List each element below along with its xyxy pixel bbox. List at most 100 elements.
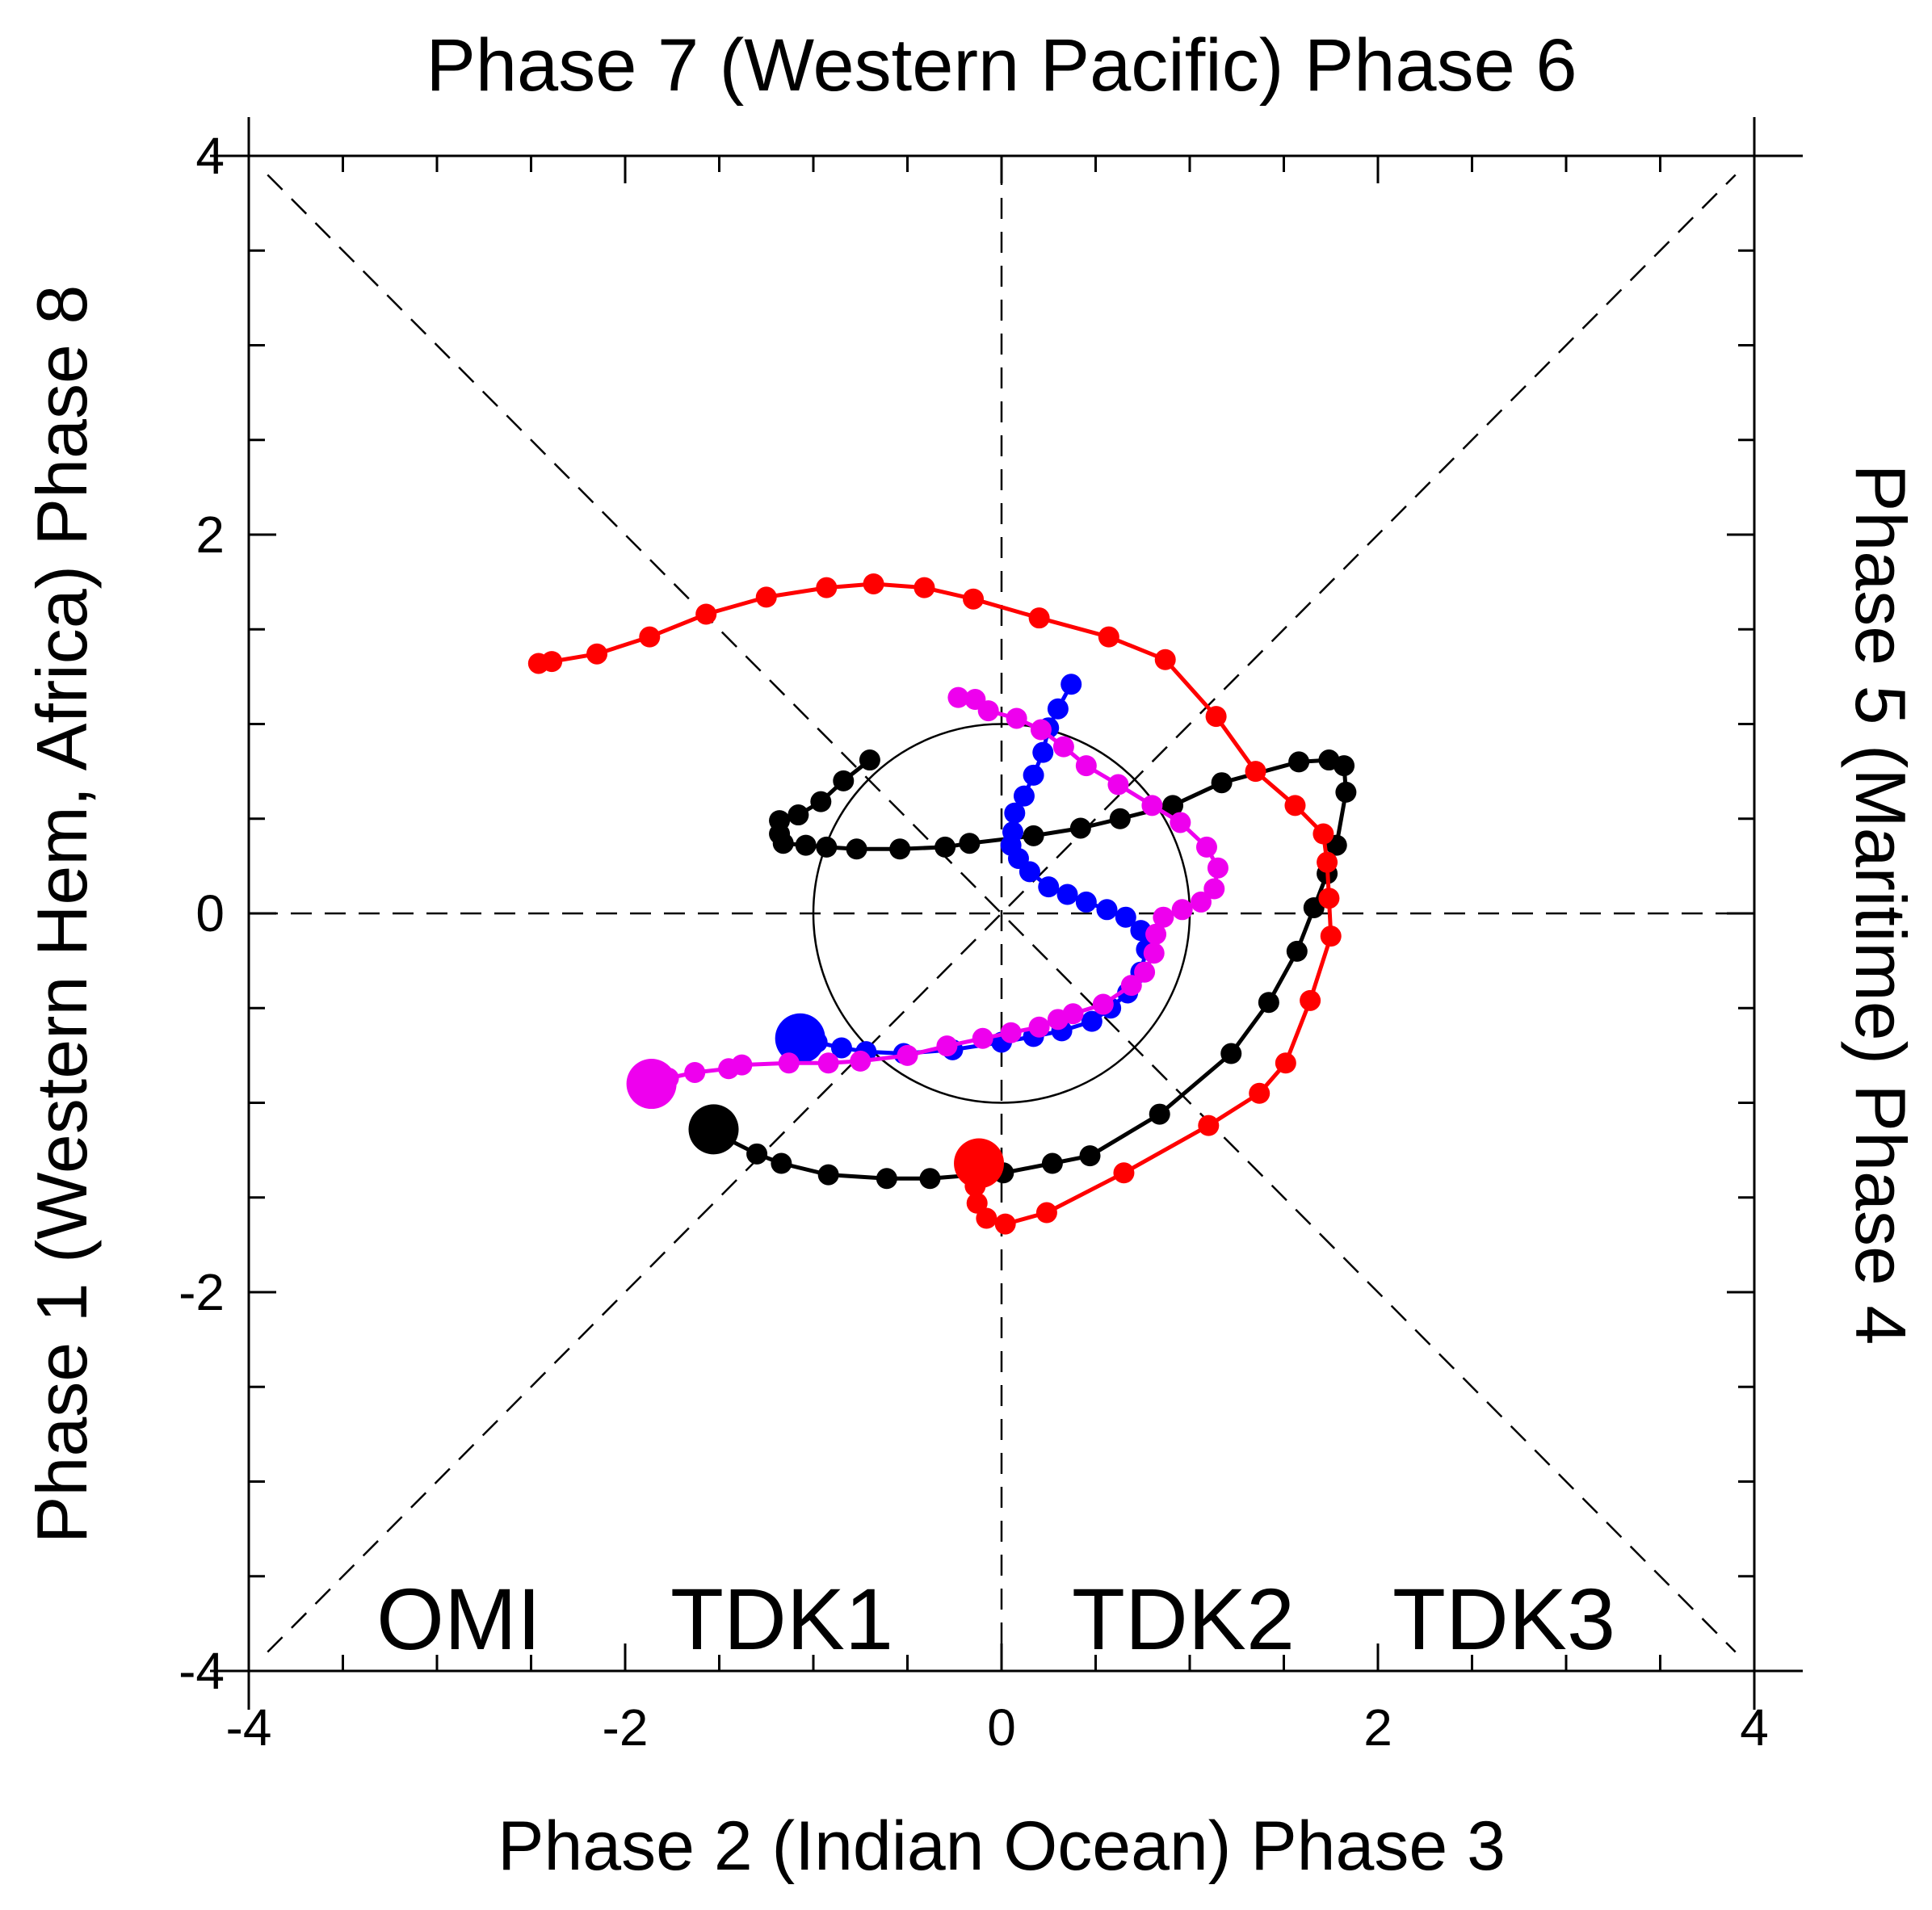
series-point-tdk1 <box>1284 795 1306 816</box>
series-point-tdk3 <box>778 1052 800 1074</box>
y-axis-label-right: Phase 5 (Maritime) Phase 4 <box>1841 464 1921 1345</box>
series-point-omi <box>1211 772 1233 794</box>
series-point-tdk1 <box>914 577 935 598</box>
guide-line-diagonal-2 <box>267 174 1737 1653</box>
series-point-tdk2 <box>1096 899 1118 921</box>
series-point-omi <box>876 1168 897 1190</box>
series-point-tdk3 <box>1207 857 1228 879</box>
series-point-tdk1 <box>586 643 608 665</box>
series-end-point-omi <box>688 1104 739 1155</box>
series-point-omi <box>746 1143 768 1165</box>
series-point-tdk2 <box>1013 785 1035 807</box>
series-point-tdk3 <box>936 1035 958 1057</box>
series-point-omi <box>817 1164 839 1186</box>
legend-item-tdk2: TDK2 <box>1072 1570 1295 1668</box>
series-point-tdk2 <box>1018 861 1040 883</box>
series-point-omi <box>810 791 832 812</box>
series-point-tdk2 <box>1004 802 1026 824</box>
x-tick-label: -2 <box>603 1698 649 1757</box>
series-point-omi <box>959 833 981 854</box>
series-point-tdk3 <box>1028 1016 1050 1038</box>
series-point-tdk1 <box>639 626 661 648</box>
series-point-tdk3 <box>1171 899 1193 921</box>
series-end-point-tdk1 <box>954 1138 1005 1189</box>
series-point-omi <box>1149 1103 1170 1125</box>
series-line-tdk3 <box>650 695 1220 1086</box>
series-point-omi <box>846 838 867 860</box>
series-point-tdk1 <box>1320 926 1342 947</box>
legend-item-tdk3: TDK3 <box>1392 1570 1615 1668</box>
series-point-tdk3 <box>1145 923 1167 945</box>
legend-item-omi: OMI <box>376 1570 541 1668</box>
series-point-tdk3 <box>947 686 969 708</box>
series-point-tdk2 <box>1075 891 1097 913</box>
series-point-tdk3 <box>1170 812 1191 833</box>
series-point-tdk3 <box>1092 993 1114 1015</box>
series-point-omi <box>1069 817 1091 839</box>
series-point-tdk3 <box>1075 755 1097 777</box>
series-point-tdk1 <box>1198 1115 1220 1136</box>
series-point-tdk3 <box>1000 1022 1022 1043</box>
chart-title-top: Phase 7 (Western Pacific) Phase 6 <box>426 24 1577 107</box>
guide-line-diagonal-1 <box>267 174 1737 1653</box>
series-point-tdk3 <box>1052 736 1074 758</box>
y-axis-label-left: Phase 1 (Western Hem, Africa) Phase 8 <box>22 285 102 1544</box>
y-tick-label: 4 <box>195 127 225 185</box>
series-point-tdk2 <box>1023 764 1044 786</box>
series-tdk1 <box>527 573 1342 1235</box>
y-tick-label: 2 <box>195 506 225 564</box>
series-point-tdk1 <box>966 1192 988 1214</box>
series-point-tdk3 <box>1030 719 1052 741</box>
series-line-omi <box>712 758 1348 1181</box>
series-point-tdk1 <box>541 651 563 673</box>
series-point-tdk1 <box>1317 851 1338 873</box>
series-point-tdk1 <box>816 577 838 598</box>
series-point-tdk3 <box>1141 795 1163 816</box>
series-point-tdk1 <box>1028 607 1050 629</box>
series-point-tdk1 <box>1275 1052 1296 1074</box>
series-point-tdk1 <box>976 1207 998 1229</box>
series-point-tdk1 <box>963 588 985 610</box>
series-point-tdk1 <box>1318 888 1340 909</box>
series-point-omi <box>1023 825 1044 846</box>
series-point-omi <box>859 749 880 771</box>
series-point-tdk3 <box>1120 975 1142 997</box>
series-point-omi <box>1041 1152 1063 1174</box>
series-point-omi <box>1303 896 1325 918</box>
series-point-omi <box>1288 751 1310 773</box>
series-point-omi <box>1334 755 1355 777</box>
series-point-tdk2 <box>1056 884 1078 905</box>
series-point-tdk3 <box>977 700 999 722</box>
series-point-omi <box>771 1152 792 1174</box>
series-point-tdk2 <box>1115 906 1136 928</box>
series-point-omi <box>772 833 794 854</box>
series-point-tdk2 <box>830 1037 852 1059</box>
series-point-tdk3 <box>1190 891 1212 913</box>
series-point-tdk3 <box>684 1061 706 1083</box>
series-point-omi <box>934 836 956 858</box>
series-point-omi <box>889 838 911 860</box>
series-point-tdk2 <box>1060 674 1082 695</box>
series-point-tdk2 <box>1047 698 1069 720</box>
series-point-tdk3 <box>1143 942 1165 964</box>
series-tdk3 <box>626 686 1228 1110</box>
series-point-omi <box>795 834 817 856</box>
series-line-tdk2 <box>800 683 1149 1056</box>
series-end-point-tdk2 <box>775 1013 825 1064</box>
series-point-omi <box>1162 795 1184 816</box>
x-tick-label: 0 <box>987 1698 1016 1757</box>
series-point-omi <box>1109 808 1131 829</box>
series-point-omi <box>788 804 809 826</box>
x-tick-label: 4 <box>1740 1698 1769 1757</box>
series-point-tdk3 <box>1134 961 1156 983</box>
series-point-tdk3 <box>1195 836 1217 858</box>
series-point-tdk3 <box>1107 774 1129 795</box>
series-point-tdk1 <box>695 603 717 625</box>
series-point-omi <box>1220 1043 1242 1064</box>
series-point-tdk3 <box>817 1052 839 1074</box>
series-point-tdk1 <box>1300 989 1321 1011</box>
series-point-tdk1 <box>1098 626 1119 648</box>
y-tick-label: -2 <box>178 1263 225 1321</box>
